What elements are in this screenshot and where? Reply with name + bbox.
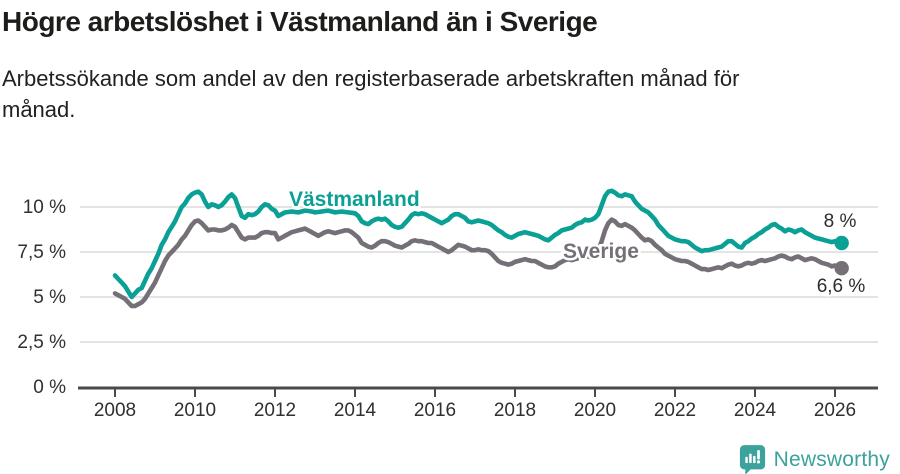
brand-name: Newsworthy [773,447,890,471]
x-axis-label: 2008 [94,400,136,421]
y-axis-label: 10 % [23,197,66,218]
end-value-label-vastmanland: 8 % [824,211,857,232]
end-value-label-sverige: 6,6 % [817,276,866,297]
x-axis-label: 2010 [174,400,216,421]
series-label-vastmanland: Västmanland [289,188,420,211]
x-axis-label: 2022 [654,400,696,421]
chart-title: Högre arbetslöshet i Västmanland än i Sv… [2,6,598,37]
x-axis-label: 2026 [814,400,856,421]
x-axis-label: 2014 [334,400,377,421]
chart-card: Högre arbetslöshet i Västmanland än i Sv… [0,6,900,474]
y-axis-label: 7,5 % [17,242,66,263]
series-label-sverige: Sverige [563,240,639,263]
x-axis-label: 2020 [574,400,616,421]
unemployment-line-chart: 0 % 2,5 % 5 % 7,5 % 10 % 2008 2010 2012 2014 2016… [17,186,878,421]
series-end-dot-sverige [834,261,849,276]
x-axis-label: 2012 [254,400,296,421]
newsworthy-logo-icon [739,445,765,474]
chart-subtitle: Arbetssökande som andel av den registerb… [2,66,740,122]
x-axis-label: 2024 [734,400,777,421]
brand-footer: Newsworthy [739,444,890,474]
y-axis-label: 2,5 % [17,332,66,353]
y-axis-label: 5 % [33,287,66,308]
series-line-vastmanland [112,188,845,300]
x-axis-label: 2016 [414,400,456,421]
x-axis-label: 2018 [494,400,536,421]
y-axis-label: 0 % [33,377,66,398]
series-line-sverige [112,217,845,309]
series-end-dot-vastmanland [834,235,849,251]
